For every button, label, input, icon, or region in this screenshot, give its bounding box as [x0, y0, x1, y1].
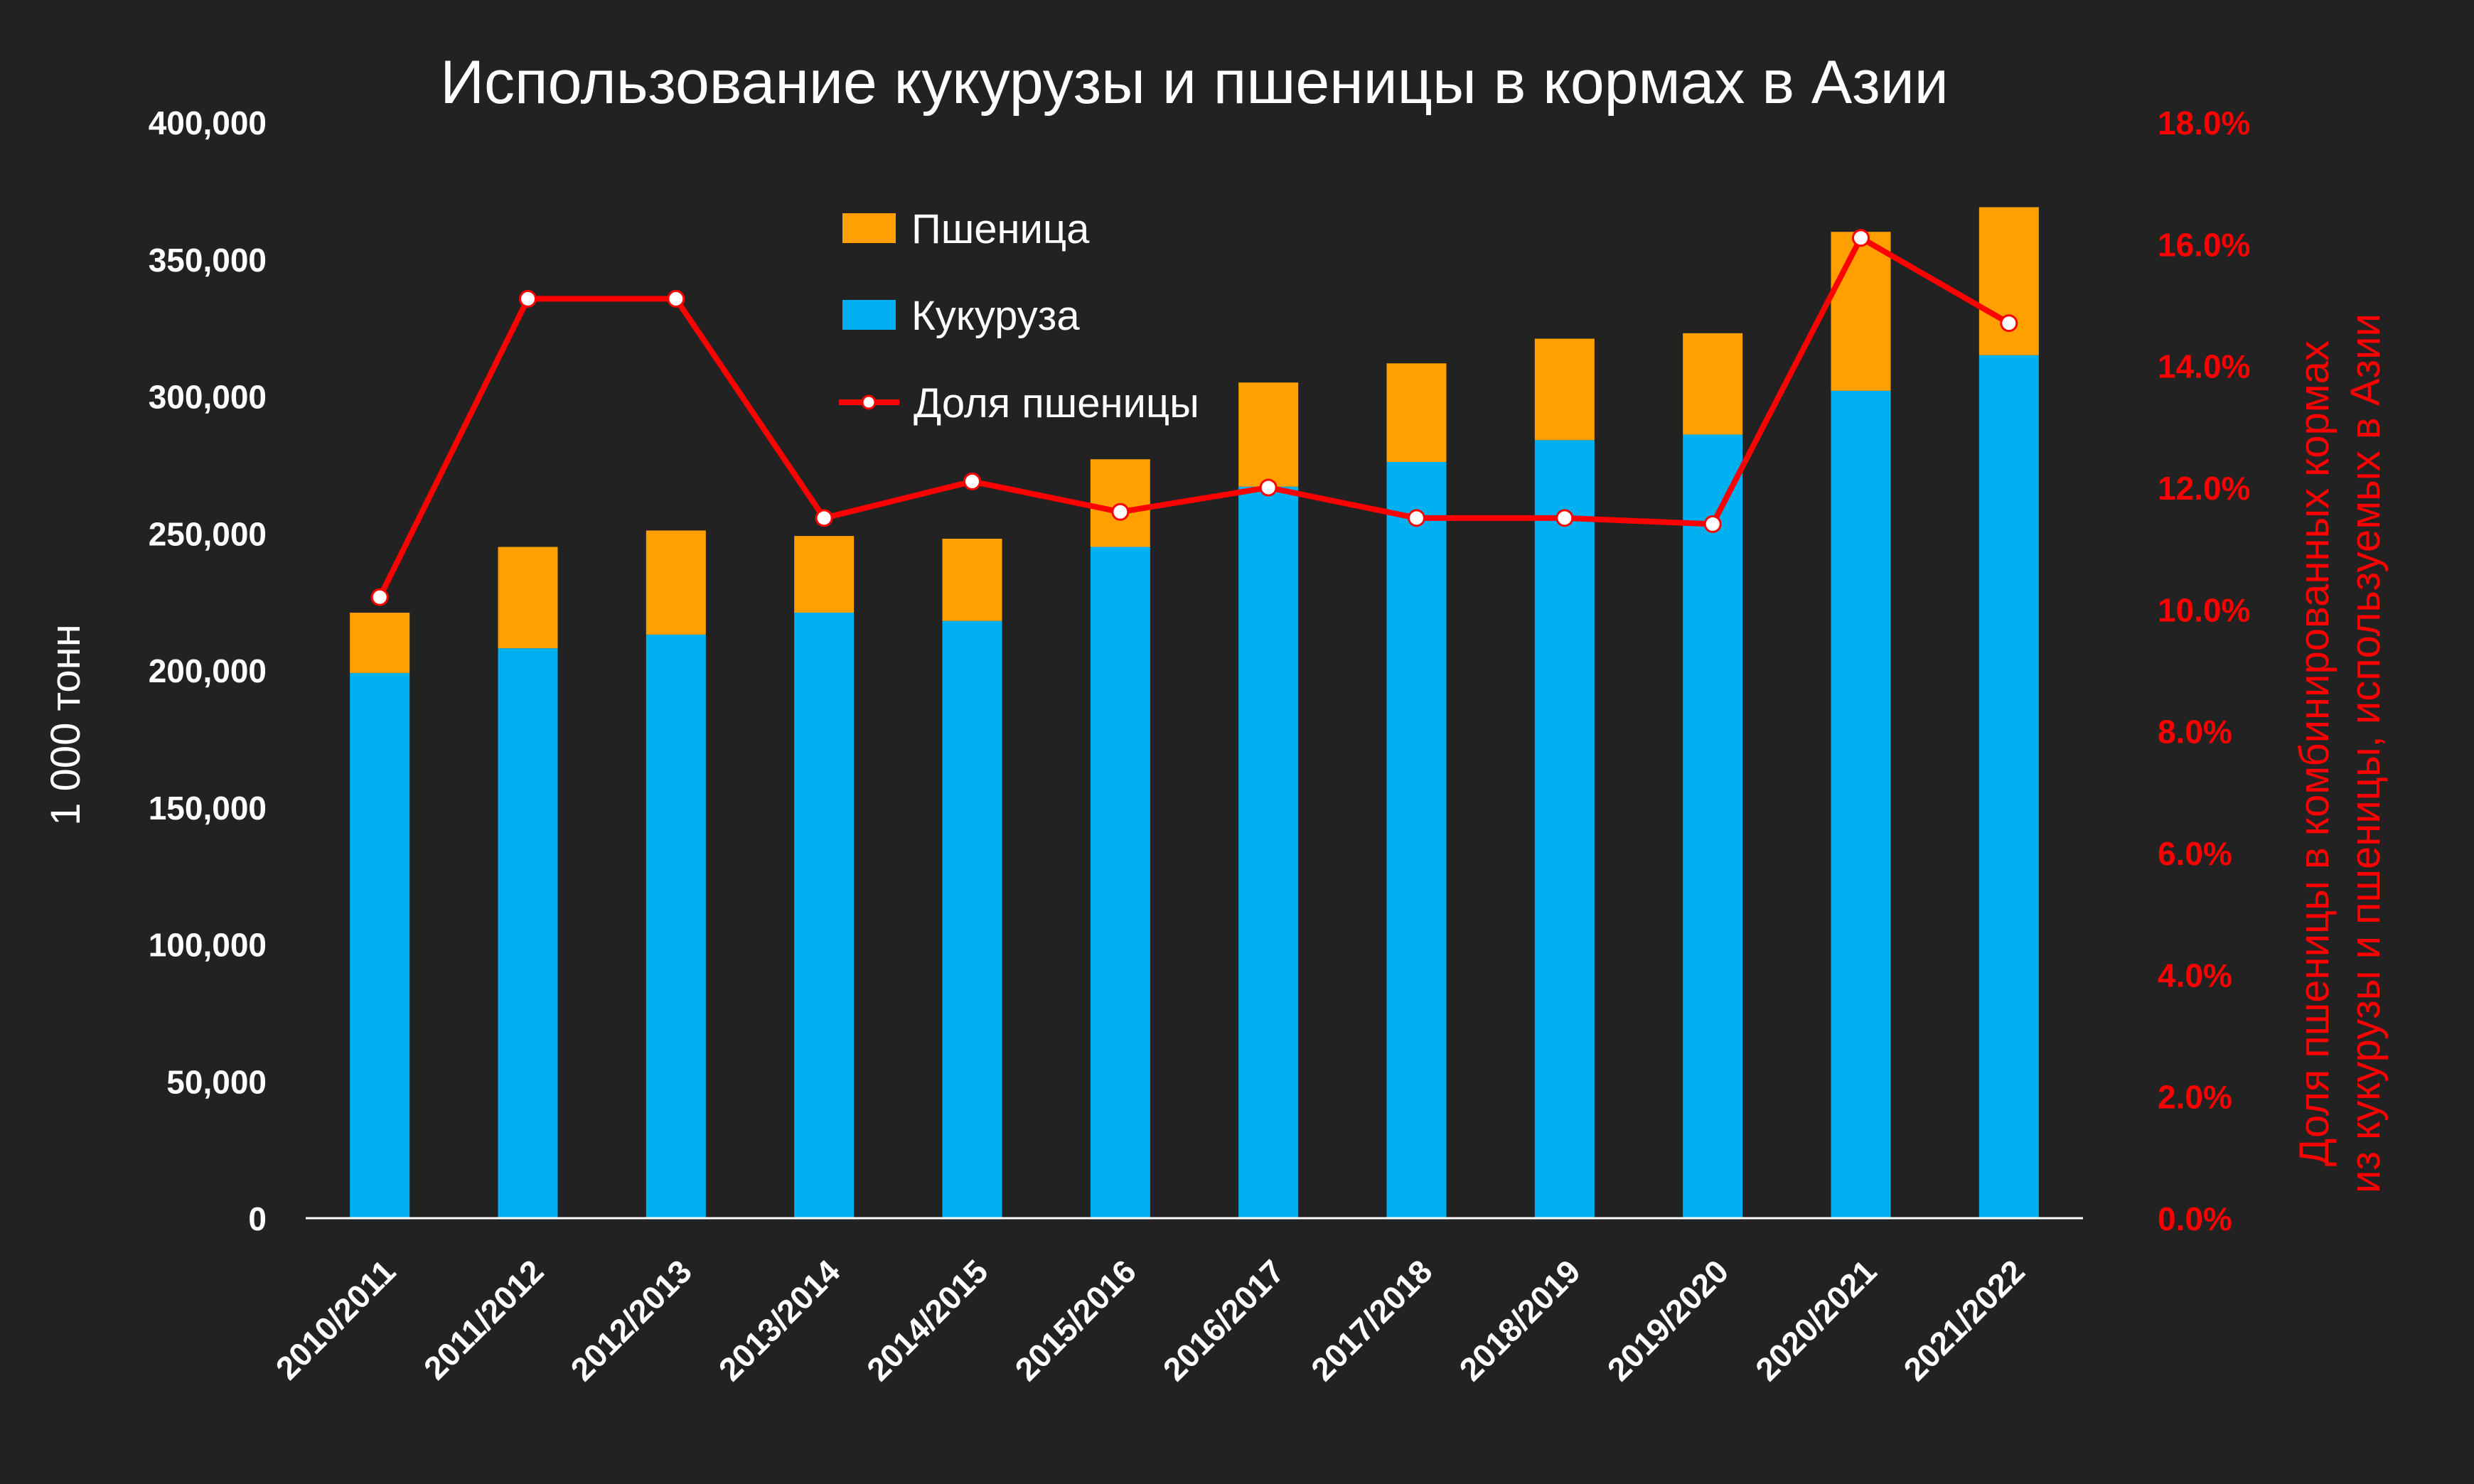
- y-tick-label-400-000: 400,000: [149, 104, 267, 141]
- bar-wheat-2011-2012: [498, 547, 558, 649]
- y2-tick-label-10-0-: 10.0%: [2158, 591, 2250, 628]
- y2-tick-label-12-0-: 12.0%: [2158, 470, 2250, 507]
- legend-swatch-wheat: [842, 213, 896, 243]
- bar-wheat-2014-2015: [942, 538, 1002, 621]
- y-axis-label: 1 000 тонн: [43, 624, 89, 826]
- y2-tick-label-8-0-: 8.0%: [2158, 714, 2232, 751]
- y2-axis-label: Доля пшеницы в комбинированных кормах из…: [2291, 313, 2389, 1193]
- bar-corn-2017-2018: [1386, 462, 1447, 1218]
- legend: Пшеница Кукуруза Доля пшеницы: [839, 206, 1199, 426]
- chart-title: Использование кукурузы и пшеницы в корма…: [440, 48, 1949, 117]
- y-tick-label-200-000: 200,000: [149, 652, 267, 689]
- y-tick-label-250-000: 250,000: [149, 515, 267, 552]
- y-tick-label-0: 0: [248, 1200, 267, 1237]
- share-point-2018-2019: [1555, 509, 1574, 527]
- bar-wheat-2020-2021: [1831, 232, 1891, 391]
- bar-corn-2014-2015: [942, 620, 1002, 1218]
- y-tick-label-100-000: 100,000: [149, 927, 267, 964]
- share-point-2019-2020: [1703, 515, 1722, 533]
- y2-tick-label-0-0-: 0.0%: [2158, 1200, 2232, 1237]
- share-point-2021-2022: [2000, 314, 2018, 333]
- share-point-2011-2012: [519, 289, 537, 308]
- share-point-2010-2011: [370, 588, 389, 606]
- share-point-2020-2021: [1852, 229, 1870, 247]
- share-line-layer: [370, 229, 2018, 606]
- bar-corn-2015-2016: [1090, 547, 1150, 1218]
- share-point-2016-2017: [1259, 478, 1278, 497]
- legend-item-wheat-share: Доля пшеницы: [839, 380, 1199, 426]
- bar-corn-2016-2017: [1238, 486, 1299, 1218]
- bar-corn-2012-2013: [646, 634, 706, 1218]
- bar-wheat-2017-2018: [1386, 363, 1447, 463]
- y2-tick-label-14-0-: 14.0%: [2158, 348, 2250, 385]
- y-tick-label-350-000: 350,000: [149, 242, 267, 279]
- y-tick-labels: 0 50,000 100,000 150,000 200,000 250,000 300,0…: [149, 104, 267, 1237]
- y2-tick-label-2-0-: 2.0%: [2158, 1079, 2232, 1116]
- legend-label-wheat: Пшеница: [911, 206, 1090, 252]
- bar-wheat-2012-2013: [646, 530, 706, 635]
- legend-item-wheat: Пшеница: [842, 206, 1090, 252]
- legend-marker-wheat-share: [861, 394, 877, 410]
- share-point-2015-2016: [1111, 502, 1130, 521]
- bar-corn-2018-2019: [1534, 440, 1595, 1219]
- y-tick-label-300-000: 300,000: [149, 379, 267, 416]
- bar-wheat-2018-2019: [1534, 338, 1595, 441]
- bar-wheat-2019-2020: [1683, 333, 1743, 435]
- bar-wheat-2016-2017: [1238, 382, 1299, 487]
- y2-tick-label-6-0-: 6.0%: [2158, 835, 2232, 872]
- bar-corn-2013-2014: [794, 613, 855, 1218]
- legend-swatch-corn: [842, 300, 896, 330]
- share-point-2013-2014: [815, 509, 833, 527]
- bar-wheat-2013-2014: [794, 536, 855, 613]
- legend-label-corn: Кукуруза: [911, 293, 1080, 339]
- bar-corn-2010-2011: [350, 672, 410, 1218]
- y2-tick-label-18-0-: 18.0%: [2158, 104, 2250, 141]
- bar-wheat-2021-2022: [1978, 207, 2039, 355]
- bar-wheat-2010-2011: [350, 613, 410, 673]
- bars-layer: [350, 207, 2039, 1219]
- share-line: [377, 235, 2010, 598]
- y2-tick-label-4-0-: 4.0%: [2158, 957, 2232, 994]
- bar-corn-2020-2021: [1831, 390, 1891, 1218]
- y2-axis-label-line-1: Доля пшеницы в комбинированных кормах: [2291, 340, 2338, 1166]
- share-point-2017-2018: [1408, 509, 1425, 527]
- bar-corn-2019-2020: [1683, 434, 1743, 1218]
- bar-corn-2011-2012: [498, 648, 558, 1218]
- y2-tick-label-16-0-: 16.0%: [2158, 226, 2250, 263]
- bar-corn-2021-2022: [1978, 355, 2039, 1218]
- share-point-2014-2015: [963, 472, 981, 490]
- y2-axis-label-line-2: из кукурузы и пшеницы, используемых в Аз…: [2342, 313, 2389, 1193]
- share-point-2012-2013: [667, 289, 685, 308]
- legend-item-corn: Кукуруза: [842, 293, 1080, 339]
- y2-tick-labels: 0.0% 2.0% 4.0% 6.0% 8.0% 10.0% 12.0% 14.0% 16.0%…: [2158, 104, 2250, 1237]
- y-tick-label-50-000: 50,000: [166, 1063, 267, 1100]
- y-tick-label-150-000: 150,000: [149, 790, 267, 827]
- legend-label-wheat-share: Доля пшеницы: [914, 380, 1199, 426]
